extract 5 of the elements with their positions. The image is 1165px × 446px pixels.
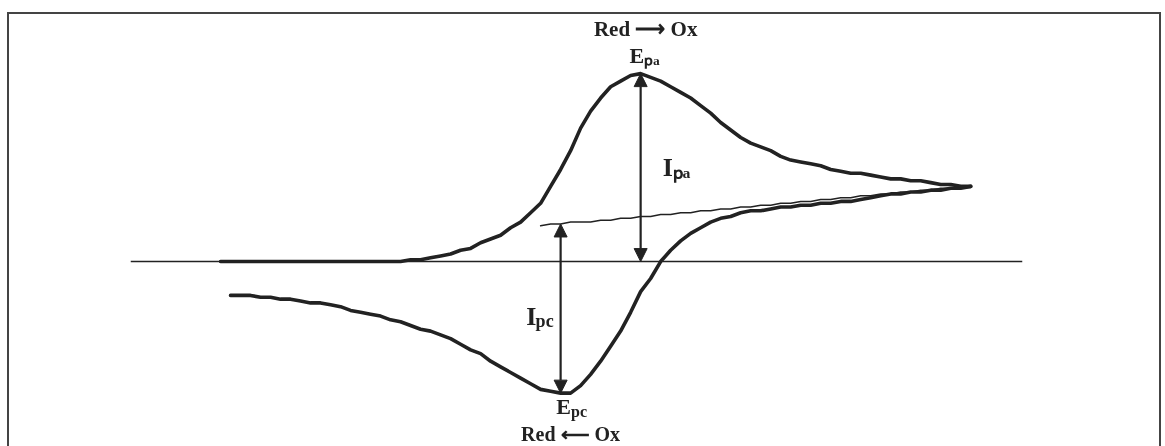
annotation: Ipc — [526, 301, 554, 332]
text: Eₚₐ — [629, 43, 661, 70]
annotation: Iₚₐ — [662, 153, 691, 184]
text: Red ⟶ Ox — [593, 17, 698, 42]
text: Red ⟵ Ox — [521, 422, 621, 445]
